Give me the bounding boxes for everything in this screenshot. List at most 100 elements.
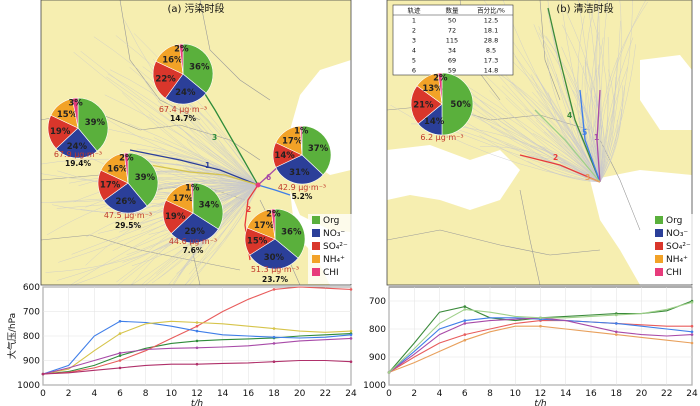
legend-label: NH₄⁺ — [666, 255, 688, 265]
trajectory-number: 2 — [553, 153, 558, 162]
x-tick-label: 2 — [411, 389, 417, 399]
pie-slice — [127, 152, 159, 207]
table-cell: 8.5 — [486, 47, 496, 55]
series-point — [539, 316, 542, 320]
pie-slice-label: 36% — [189, 62, 210, 72]
pie-slice — [274, 208, 306, 259]
pie-p5: 37% 31% 14% 17%1% 42.9 μg·m⁻³5.2% — [272, 125, 332, 201]
map-frame — [40, 0, 352, 286]
trajectory-line — [538, 32, 601, 183]
table-cell: 4 — [412, 47, 416, 55]
pie-slice-label: 13% — [422, 84, 443, 94]
x-tick-label: 18 — [268, 389, 280, 399]
series-point — [690, 301, 694, 304]
pie-slice-label: 17% — [282, 137, 303, 147]
trajectory-table: 轨迹 数量 百分比/% 1 50 12.5 2 72 18.1 3 115 28.8 4 34 8.5 5 69… — [392, 4, 514, 76]
trajectory-line — [56, 184, 259, 209]
x-tick-label: 14 — [560, 389, 572, 399]
trajectory-line — [599, 58, 618, 183]
legend-swatch — [655, 229, 663, 237]
table-cell: 69 — [448, 57, 456, 65]
series-point — [615, 313, 618, 317]
trajectory-line — [56, 184, 259, 281]
pie-slice — [301, 125, 332, 176]
series-point — [349, 329, 353, 333]
x-tick-label: 4 — [91, 389, 97, 399]
cluster-trajectory — [129, 149, 259, 186]
x-tick-label: 4 — [437, 389, 443, 399]
legend-swatch — [312, 229, 320, 237]
pie-slice — [190, 182, 194, 214]
table-cell: 14.8 — [484, 67, 498, 75]
series-point — [272, 335, 276, 339]
pie-p1: 39% 24% 19% 15%3% 67.9 μg·m⁻³19.4% — [47, 97, 109, 168]
pie-slice — [182, 43, 214, 94]
x-tick-label: 16 — [585, 389, 597, 399]
series-point — [195, 329, 199, 333]
pie-p7: 50% 14% 21% 13%2% 6.2 μg·m⁻³ — [410, 72, 474, 142]
x-tick-label: 24 — [686, 389, 698, 399]
series-point — [463, 305, 467, 308]
pie-slice — [441, 72, 474, 136]
map-frame — [386, 0, 693, 286]
trajectory-line — [73, 51, 259, 186]
x-tick-label: 22 — [320, 389, 331, 399]
pie-concentration: 47.5 μg·m⁻³ — [104, 211, 152, 220]
pie-p2: 36% 24% 22% 16%2% 67.4 μg·m⁻³14.7% — [152, 43, 214, 123]
pie-slice — [72, 97, 79, 129]
trajectory-line — [584, 0, 601, 183]
pie-slice-label: 15% — [57, 110, 78, 120]
table-cell: 72 — [448, 27, 456, 35]
table-cell: 34 — [448, 47, 456, 55]
x-tick-label: 14 — [217, 389, 229, 399]
panel-a-title: (a) 污染时段 — [167, 2, 224, 15]
trajectory-line — [188, 184, 259, 285]
pie-slice-label: 39% — [135, 173, 156, 183]
cluster-trajectory — [596, 89, 601, 183]
table-cell: 50 — [448, 17, 456, 25]
trajectory-line — [196, 184, 259, 267]
trajectory-line — [184, 184, 259, 285]
cluster-trajectory — [257, 184, 291, 196]
pie-slice-label: 50% — [450, 100, 471, 110]
series-point — [690, 330, 694, 334]
pie-slice — [410, 85, 443, 125]
series-point — [118, 359, 122, 362]
series-point — [118, 332, 122, 335]
pie-slice-label: 36% — [281, 227, 302, 237]
series-point — [195, 339, 199, 343]
series-point — [690, 341, 694, 345]
pie-slice-label: 16% — [107, 164, 128, 174]
pie-trajectory-share: 5.2% — [292, 192, 313, 201]
legend-panel-b: Org NO₃⁻ SO₄²⁻ NH₄⁺ CHI — [651, 214, 700, 284]
legend-label: SO₄²⁻ — [323, 242, 348, 252]
legend-label: CHI — [323, 268, 339, 278]
pie-slice-label: 21% — [413, 101, 434, 111]
pie-slice-label: 39% — [85, 118, 106, 128]
pie-slice-label: 17% — [173, 194, 194, 204]
series-point — [272, 360, 276, 364]
table-header: 数量 — [446, 6, 460, 15]
trajectory-line — [555, 73, 601, 183]
series-point — [690, 333, 694, 336]
trajectory-number: 2 — [246, 205, 251, 214]
cluster-trajectory — [257, 164, 281, 186]
panel-b-title: (b) 清洁时段 — [556, 2, 613, 15]
legend-label: Org — [323, 216, 339, 226]
trajectory-line — [141, 184, 259, 285]
legend-panel-a: Org NO₃⁻ SO₄²⁻ NH₄⁺ CHI — [308, 214, 360, 284]
trajectory-line — [599, 110, 604, 183]
pie-p3: 39% 26% 17% 16%2% 47.5 μg·m⁻³29.5% — [97, 152, 159, 230]
cluster-trajectories: 2 4 51 3 — [519, 7, 601, 183]
pie-slice — [55, 127, 98, 159]
x-tick-label: 8 — [487, 389, 493, 399]
cluster-trajectory — [519, 154, 601, 183]
trajectory-line — [538, 79, 601, 183]
x-tick-label: 22 — [661, 389, 672, 399]
series-point — [387, 371, 391, 374]
pie-concentration: 67.4 μg·m⁻³ — [159, 105, 207, 114]
sea-area — [387, 145, 520, 210]
trajectory-line — [168, 184, 259, 285]
pie-slice-label: 14% — [424, 117, 445, 127]
cluster-trajectory — [534, 109, 601, 183]
